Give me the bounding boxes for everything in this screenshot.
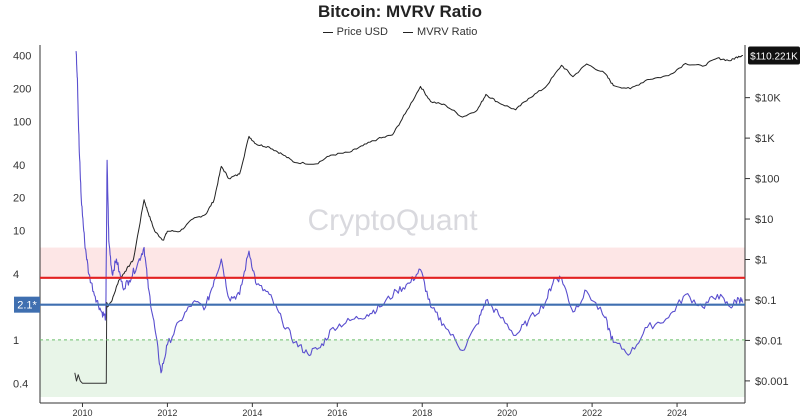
zone-band-1 bbox=[40, 339, 745, 397]
x-tick-label: 2024 bbox=[667, 408, 687, 418]
y-left-tick-label: 4 bbox=[13, 269, 19, 281]
legend-mvrv-ratio[interactable]: MVRV Ratio bbox=[403, 26, 477, 38]
y-left-tick-label: 400 bbox=[13, 51, 31, 63]
y-right-tick-label: $10K bbox=[755, 93, 781, 105]
y-left-tick-label: 1 bbox=[13, 335, 19, 347]
y-left-tick-label: 0.4 bbox=[13, 378, 28, 390]
legend-price-usd[interactable]: Price USD bbox=[322, 26, 388, 38]
current-price-label: $110.221K bbox=[750, 51, 798, 62]
x-tick-label: 2022 bbox=[582, 408, 602, 418]
y-left-tick-label: 20 bbox=[13, 193, 25, 205]
legend-price-swatch bbox=[322, 31, 333, 33]
x-tick-label: 2010 bbox=[72, 408, 92, 418]
reference-label-1: 2.1* bbox=[17, 300, 37, 312]
chart-legend: Price USD MVRV Ratio bbox=[0, 26, 800, 38]
x-tick-label: 2018 bbox=[412, 408, 432, 418]
y-right-tick-label: $100 bbox=[755, 174, 779, 186]
reference-label-bg-1 bbox=[14, 296, 40, 313]
y-right-tick-label: $1K bbox=[755, 133, 775, 145]
y-right-tick-label: $0.001 bbox=[755, 376, 789, 388]
x-tick-label: 2016 bbox=[327, 408, 347, 418]
x-tick-label: 2012 bbox=[157, 408, 177, 418]
y-left-tick-label: 10 bbox=[13, 226, 25, 238]
series-line-price-usd bbox=[105, 55, 743, 310]
y-left-tick-label: 100 bbox=[13, 116, 31, 128]
y-right-tick-label: $0.1 bbox=[755, 295, 776, 307]
series-line-mvrv-ratio bbox=[75, 51, 744, 374]
x-tick-label: 2020 bbox=[497, 408, 517, 418]
y-left-tick-label: 40 bbox=[13, 160, 25, 172]
legend-mvrv-swatch bbox=[403, 31, 414, 33]
y-right-tick-label: $0.01 bbox=[755, 335, 783, 347]
watermark-text: CryptoQuant bbox=[307, 204, 478, 237]
x-tick-label: 2014 bbox=[242, 408, 262, 418]
series-line-mvrv-ratio-early bbox=[74, 302, 109, 384]
chart-title: Bitcoin: MVRV Ratio bbox=[317, 2, 483, 21]
y-right-tick-label: $1 bbox=[755, 255, 767, 267]
current-price-badge bbox=[748, 46, 800, 65]
legend-mvrv-label: MVRV Ratio bbox=[417, 26, 478, 38]
y-right-tick-label: $10 bbox=[755, 214, 773, 226]
legend-price-label: Price USD bbox=[336, 26, 388, 38]
zone-band-0 bbox=[40, 247, 745, 278]
y-left-tick-label: 200 bbox=[13, 83, 31, 95]
